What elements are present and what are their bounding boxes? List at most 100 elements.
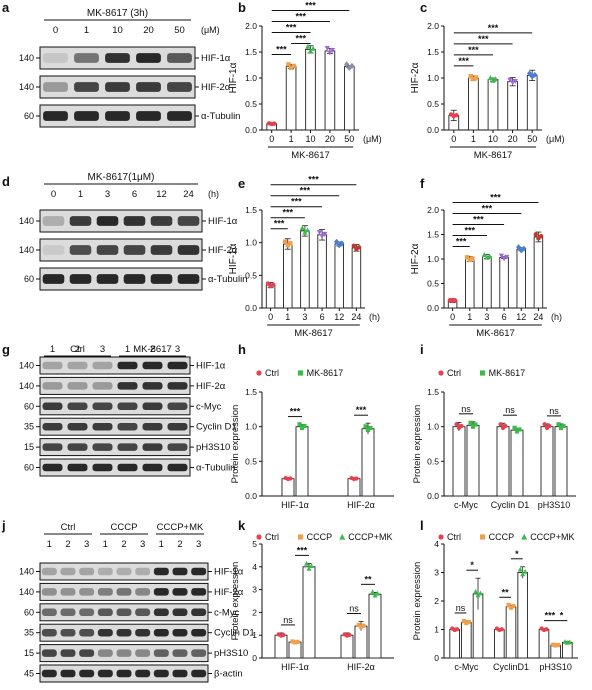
size-marker: 60 bbox=[24, 274, 34, 284]
data-point bbox=[473, 422, 478, 427]
lane-label: 2 bbox=[150, 344, 155, 355]
blot-group-label: MK-8617 bbox=[133, 344, 172, 355]
significance-label: ns bbox=[461, 404, 471, 414]
lane-label: 1 bbox=[78, 189, 83, 200]
blot-band bbox=[136, 82, 161, 92]
blot-band bbox=[153, 588, 169, 596]
significance-label: * bbox=[560, 611, 564, 621]
bar bbox=[368, 593, 382, 659]
lane-label: 2 bbox=[65, 539, 70, 550]
legend-label: CCCP bbox=[489, 532, 515, 542]
data-point bbox=[459, 423, 464, 429]
legend-marker bbox=[339, 533, 346, 540]
blot-band bbox=[142, 422, 163, 431]
data-point bbox=[288, 65, 294, 71]
blot-band bbox=[92, 402, 113, 411]
significance-label: *** bbox=[473, 215, 484, 225]
data-point bbox=[498, 253, 505, 259]
blot-band bbox=[97, 608, 113, 617]
data-point bbox=[290, 639, 295, 644]
significance-label: ns bbox=[549, 406, 559, 416]
blot-band bbox=[172, 567, 188, 576]
blot-band bbox=[60, 608, 76, 617]
blot-band bbox=[41, 669, 57, 678]
protein-label: HIF-2α bbox=[208, 245, 238, 256]
blot-band bbox=[42, 274, 65, 284]
data-point bbox=[477, 590, 483, 596]
data-point bbox=[347, 632, 352, 638]
lane-label: 3 bbox=[140, 539, 145, 550]
lane-label: 1 bbox=[159, 539, 164, 550]
bar bbox=[505, 606, 517, 659]
blot-band bbox=[92, 382, 113, 390]
x-tick-label: HIF-2α bbox=[347, 500, 375, 510]
data-point bbox=[504, 254, 510, 260]
significance-label: *** bbox=[300, 186, 311, 196]
data-point bbox=[561, 423, 566, 429]
blot-band bbox=[41, 608, 57, 617]
chart-k: 0 1 2 3 4 5 Protein expression Ctrl CCCP CCCP+MK H… bbox=[230, 532, 394, 672]
legend-label: CCCP+MK bbox=[530, 532, 574, 542]
data-point bbox=[506, 602, 511, 608]
y-axis-label: Protein expression bbox=[412, 405, 423, 484]
significance-label: *** bbox=[296, 33, 307, 43]
data-point bbox=[468, 420, 473, 425]
blot-band bbox=[116, 588, 132, 596]
y-tick-label: 1.0 bbox=[245, 422, 257, 432]
data-point bbox=[304, 227, 311, 233]
x-tick-label: c-Myc bbox=[454, 662, 478, 672]
panel-letter-f: f bbox=[420, 176, 425, 191]
blot-band bbox=[116, 567, 132, 576]
y-tick-label: 4 bbox=[434, 539, 439, 549]
lane-label: 1 bbox=[50, 344, 55, 355]
blot-band bbox=[43, 53, 68, 63]
x-tick-label: 12 bbox=[334, 312, 344, 322]
significance-label: *** bbox=[296, 11, 307, 21]
legend-marker bbox=[521, 533, 528, 540]
blot-band bbox=[105, 111, 130, 121]
blot-band bbox=[191, 567, 207, 576]
y-tick-label: 0.0 bbox=[245, 303, 257, 313]
x-axis-label: MK-8617 bbox=[291, 150, 330, 161]
data-point bbox=[470, 256, 475, 261]
lane-label: 2 bbox=[121, 539, 126, 550]
blot-band bbox=[79, 628, 95, 637]
blot-band bbox=[167, 82, 192, 92]
x-tick-label: 20 bbox=[325, 134, 335, 144]
blot-band bbox=[79, 669, 95, 678]
bar bbox=[340, 634, 354, 659]
bar bbox=[344, 66, 355, 131]
blot-band bbox=[123, 245, 146, 255]
data-point bbox=[291, 63, 296, 69]
legend-marker bbox=[256, 534, 262, 540]
data-point bbox=[487, 74, 493, 80]
blot-band bbox=[41, 567, 57, 576]
legend-marker bbox=[298, 370, 304, 376]
y-tick-label: 0.5 bbox=[427, 279, 439, 289]
x-tick-label: 20 bbox=[508, 134, 518, 144]
blot-band bbox=[60, 567, 76, 576]
significance-label: *** bbox=[290, 407, 301, 417]
x-tick-label: 6 bbox=[502, 312, 507, 322]
data-point bbox=[316, 230, 323, 236]
blot-band bbox=[177, 274, 200, 284]
protein-label: HIF-2α bbox=[201, 82, 231, 93]
lane-label: 1 bbox=[84, 25, 89, 36]
blot-header: MK-8617 (3h) bbox=[87, 8, 148, 19]
blot-band bbox=[92, 463, 113, 472]
blot-band bbox=[60, 588, 76, 596]
data-point bbox=[281, 632, 286, 638]
data-point bbox=[475, 592, 481, 598]
significance-label: ** bbox=[364, 574, 372, 584]
y-tick-label: 0 bbox=[252, 653, 257, 663]
lane-label: 1 bbox=[103, 539, 108, 550]
legend-label: Ctrl bbox=[447, 368, 461, 378]
data-point bbox=[567, 639, 573, 645]
chart-c: 0.0 0.5 1.0 1.5 2.0 HIF-2α 0 1 10 20 50 (μM) MK-8617… bbox=[410, 21, 565, 161]
y-tick-label: 1.0 bbox=[245, 238, 257, 248]
legend-label: Ctrl bbox=[265, 532, 279, 542]
legend-label: MK-8617 bbox=[307, 368, 344, 378]
